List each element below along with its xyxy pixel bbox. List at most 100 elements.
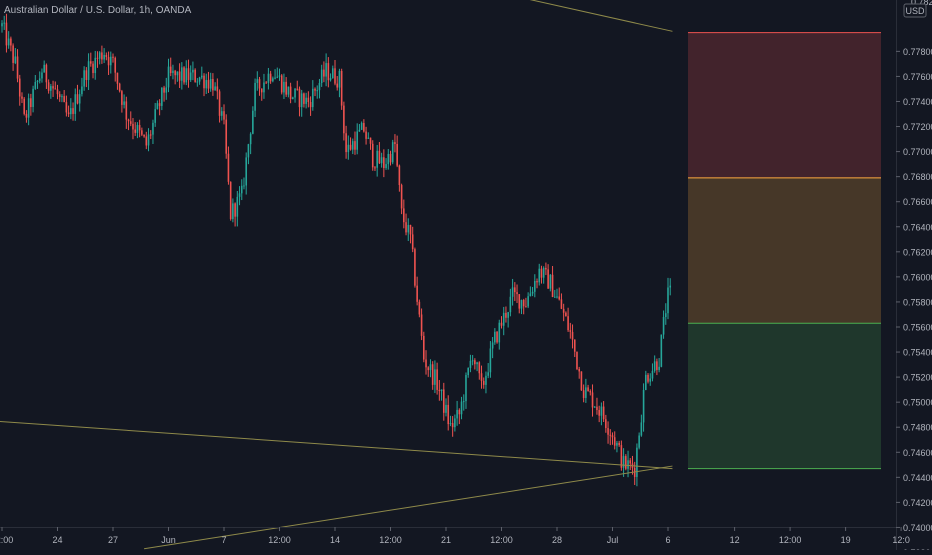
candle-body (247, 144, 250, 158)
candle-body (529, 293, 532, 297)
candle-body (85, 70, 88, 81)
candle-body (638, 435, 640, 448)
candle-body (149, 134, 152, 136)
candle-body (38, 78, 41, 81)
candle-body (101, 52, 103, 60)
candle-body (511, 287, 514, 297)
time-tick-label: Jun (161, 535, 176, 545)
candle-body (500, 322, 503, 326)
candle-body (14, 56, 17, 63)
candle-body (383, 157, 385, 169)
time-tick-label: 21 (441, 535, 451, 545)
candle-body (243, 185, 245, 187)
candle-body (460, 401, 463, 415)
candle-body (527, 296, 529, 307)
candle-body (547, 269, 549, 289)
candle-body (292, 97, 294, 99)
candle-body (600, 406, 603, 416)
candle-body (458, 409, 461, 415)
candle-body (598, 409, 600, 416)
candle-body (542, 267, 545, 278)
currency-badge[interactable]: USD (903, 3, 927, 18)
candle-body (394, 142, 396, 144)
candle-body (653, 361, 656, 371)
candle-body (611, 435, 614, 438)
candle-body (320, 69, 323, 84)
candle-body (169, 66, 172, 74)
candle-body (141, 130, 143, 135)
time-tick-label: 6 (665, 535, 670, 545)
candle-body (376, 150, 378, 168)
candle-body (1, 23, 3, 27)
candle-body (134, 129, 136, 133)
candle-body (34, 82, 37, 89)
candle-body (187, 68, 190, 80)
candle-body (234, 203, 236, 217)
candle-body (514, 287, 516, 293)
candle-body (649, 378, 652, 382)
candle-body (229, 181, 232, 220)
candle-body (27, 98, 30, 118)
candle-body (343, 105, 345, 134)
candle-body (467, 367, 469, 376)
candle-body (562, 308, 565, 313)
candle-body (522, 300, 525, 307)
candle-body (147, 134, 150, 146)
candle-body (571, 331, 574, 340)
candle-body (645, 374, 647, 390)
candle-body (625, 456, 627, 469)
candle-body (407, 224, 410, 233)
candle-body (194, 69, 196, 82)
candle-body (340, 70, 343, 106)
candle-body (294, 88, 296, 98)
candle-body (123, 101, 125, 105)
candle-body (172, 70, 174, 74)
candle-body (112, 56, 114, 58)
candle-body (303, 93, 305, 104)
candle-body (418, 301, 421, 315)
candle-body (451, 423, 454, 428)
candle-body (474, 360, 476, 365)
candle-body (278, 75, 281, 77)
candle-body (45, 64, 48, 83)
candle-body (67, 112, 70, 115)
time-tick-label: 12:0 (892, 535, 910, 545)
time-tick-label: 12 (730, 535, 740, 545)
candle-body (16, 56, 19, 79)
candle-body (414, 249, 416, 286)
candle-body (616, 442, 618, 446)
candle-body (94, 57, 97, 74)
candle-body (387, 153, 390, 165)
risk-reward-zones (688, 32, 881, 470)
candle-body (127, 119, 130, 122)
candle-body (656, 361, 658, 370)
trend-line-3 (144, 465, 673, 550)
candle-body (207, 80, 210, 89)
candle-body (518, 294, 521, 309)
candle-body (360, 123, 363, 130)
candle-body (560, 299, 563, 309)
candle-body (258, 79, 261, 89)
candle-body (152, 122, 154, 135)
candle-body (109, 56, 112, 66)
candle-body (578, 369, 580, 372)
candle-body (245, 157, 247, 186)
candle-body (274, 77, 276, 79)
candle-body (596, 406, 598, 410)
candlestick-series (1, 13, 672, 487)
candle-body (389, 153, 392, 163)
candle-body (380, 157, 383, 164)
symbol-title: Australian Dollar / U.S. Dollar, 1h, OAN… (4, 5, 192, 16)
candle-body (347, 144, 350, 153)
candle-body (449, 423, 452, 425)
candle-body (198, 77, 201, 82)
candle-body (358, 129, 361, 132)
candle-body (329, 78, 332, 81)
